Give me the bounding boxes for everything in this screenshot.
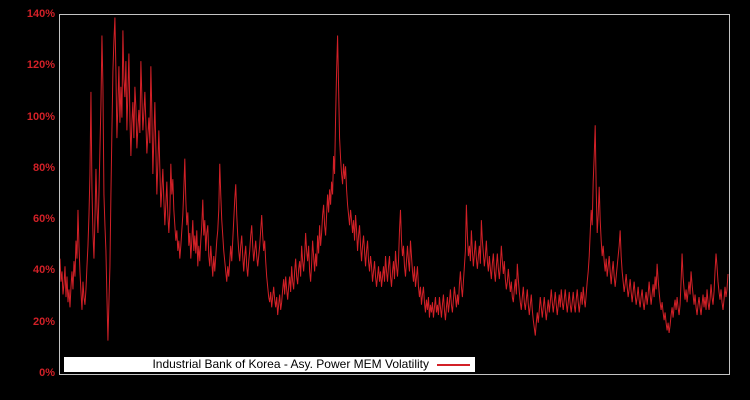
y-axis-tick-label: 20% xyxy=(32,315,55,328)
legend-line-sample-icon xyxy=(437,363,470,366)
y-axis-tick-label: 100% xyxy=(26,110,55,123)
y-axis-tick-label: 0% xyxy=(39,367,55,379)
y-axis-tick-label: 120% xyxy=(26,59,55,72)
volatility-line-canvas xyxy=(60,17,729,341)
legend-series-label: Industrial Bank of Korea - Asy. Power ME… xyxy=(152,357,429,371)
y-axis-tick-label: 40% xyxy=(32,264,55,277)
y-axis-tick-label: 140% xyxy=(26,8,55,20)
volatility-line-series xyxy=(60,17,729,341)
plot-area: Industrial Bank of Korea - Asy. Power ME… xyxy=(59,14,730,375)
y-axis-tick-label: 80% xyxy=(32,161,55,174)
legend-box: Industrial Bank of Korea - Asy. Power ME… xyxy=(64,357,475,372)
y-axis-tick-label: 60% xyxy=(32,213,55,226)
